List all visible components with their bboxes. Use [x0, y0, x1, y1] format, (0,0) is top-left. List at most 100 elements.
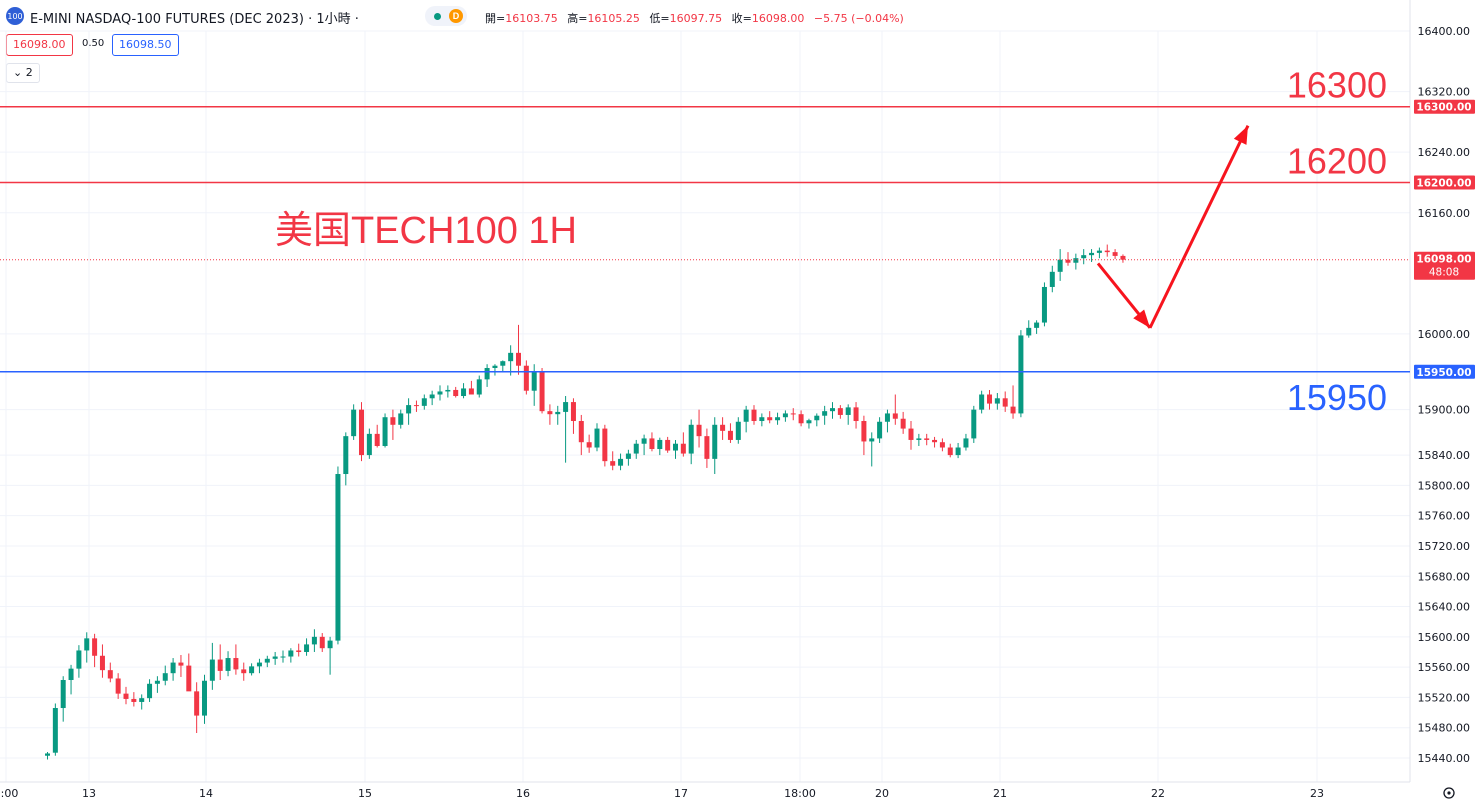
symbol-logo-icon[interactable]: 100 [6, 7, 24, 25]
gear-ring [1443, 787, 1455, 799]
candle-body-down [115, 678, 121, 694]
symbol-title[interactable]: E-MINI NASDAQ-100 FUTURES (DEC 2023) · 1… [30, 12, 359, 27]
candle-body-up [971, 409, 977, 439]
candle-body-up [1049, 271, 1055, 287]
candle-body-down [665, 439, 671, 451]
y-tick-label: 16160.00 [1418, 207, 1471, 220]
candle-body-up [382, 417, 388, 446]
candle-body-down [92, 638, 98, 656]
y-tick-label: 15560.00 [1418, 661, 1471, 674]
market-open-dot-icon [434, 13, 441, 20]
candle-body-up [759, 417, 765, 422]
low-value: 16097.75 [669, 12, 723, 25]
candle-body-up [563, 402, 569, 412]
candle-body-up [712, 424, 718, 459]
candle-body-down [99, 655, 105, 671]
delayed-data-badge: D [449, 9, 463, 23]
candle-body-up [327, 640, 333, 649]
candle-body-up [202, 680, 207, 716]
y-tick-label: 16240.00 [1418, 146, 1471, 159]
candle-body-up [594, 428, 600, 448]
candle-body-up [633, 443, 639, 454]
candle-body-up [147, 683, 153, 699]
level-axis-tag-16200 [1414, 175, 1475, 190]
y-tick-label: 15800.00 [1418, 479, 1471, 492]
candle-body-up [884, 413, 890, 422]
chart-header: 100 E-MINI NASDAQ-100 FUTURES (DEC 2023)… [0, 0, 1410, 34]
candle-body-down [790, 413, 796, 415]
candle-body-up [476, 379, 482, 395]
candle-body-up [421, 398, 427, 406]
candle-body-up [814, 415, 820, 421]
candle-body-up [1081, 255, 1087, 259]
candle-body-up [1089, 252, 1095, 256]
indicator-count: 2 [25, 66, 33, 79]
buy-price-button[interactable]: 16098.50 [112, 34, 179, 56]
candle-body-down [853, 407, 859, 422]
level-axis-label: 15950.00 [1416, 367, 1471, 379]
candle-body-down [1002, 398, 1008, 407]
candle-body-down [123, 693, 129, 699]
x-tick-label: 17 [674, 787, 688, 800]
candle-body-up [398, 413, 404, 425]
projection-arrow-up-head [1233, 125, 1248, 145]
low-label: 低= [649, 12, 670, 25]
market-status[interactable]: D [425, 6, 467, 26]
x-tick-label: 21 [993, 787, 1007, 800]
candle-body-down [186, 665, 192, 692]
projection-arrow-up-shaft [1148, 125, 1250, 329]
candle-body-down [217, 659, 223, 671]
candle-body-down [1112, 252, 1118, 256]
candle-body-down [359, 409, 364, 456]
settings-gear-icon[interactable] [1443, 787, 1455, 799]
candle-body-up [76, 650, 82, 669]
level-annotation: 16200 [1287, 140, 1387, 181]
candle-body-up [869, 438, 875, 442]
gear-hub [1447, 791, 1451, 795]
candle-body-up [311, 636, 317, 645]
last-price-label: 16098.00 [1416, 254, 1471, 266]
candle-body-down [570, 402, 576, 422]
y-tick-label: 16320.00 [1418, 86, 1471, 99]
candle-body-up [743, 409, 749, 422]
candle-body-up [822, 411, 828, 416]
candle-body-down [767, 417, 773, 421]
candle-body-up [45, 753, 50, 756]
candle-body-up [775, 417, 781, 421]
candle-body-down [1120, 255, 1126, 260]
candle-body-down [131, 698, 137, 702]
candle-body-down [107, 670, 113, 679]
candle-body-down [194, 691, 200, 716]
y-tick-label: 15640.00 [1418, 601, 1471, 614]
x-tick-label: 16 [516, 787, 530, 800]
y-tick-label: 16400.00 [1418, 25, 1471, 38]
candle-body-down [539, 371, 545, 412]
x-tick-label: 13 [82, 787, 96, 800]
candle-body-up [492, 365, 498, 368]
candle-body-up [1041, 286, 1047, 323]
candle-body-down [178, 662, 184, 666]
candle-body-up [429, 394, 435, 399]
candle-body-down [924, 438, 930, 440]
candle-body-up [994, 398, 1000, 404]
candle-body-down [1010, 406, 1016, 414]
candle-body-up [845, 407, 851, 415]
candle-body-up [688, 424, 694, 454]
candle-body-up [735, 421, 741, 440]
x-tick-label: 23 [1310, 787, 1324, 800]
candle-body-up [877, 421, 883, 439]
candle-body-down [1104, 250, 1110, 253]
projection-arrow-down-head [1133, 309, 1150, 328]
candle-body-up [170, 662, 176, 674]
candle-body-down [837, 408, 843, 415]
chevron-down-icon: ⌄ [13, 66, 26, 79]
candle-body-up [830, 408, 835, 412]
candle-body-up [335, 474, 341, 641]
x-tick-label: 22 [1151, 787, 1165, 800]
candle-body-up [641, 438, 647, 444]
candle-body-up [225, 658, 231, 671]
close-value: 16098.00 [751, 12, 805, 25]
candle-body-down [610, 461, 616, 466]
level-axis-label: 16200.00 [1416, 177, 1471, 189]
